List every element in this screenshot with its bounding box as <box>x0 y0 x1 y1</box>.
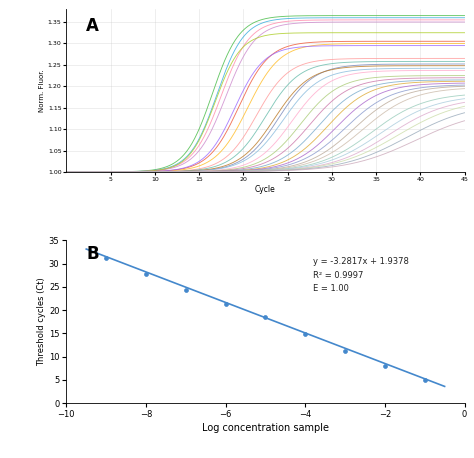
Text: B: B <box>86 245 99 263</box>
Point <box>262 314 269 321</box>
Point <box>421 376 428 383</box>
Y-axis label: Norm. Fluor.: Norm. Fluor. <box>39 69 45 112</box>
Point <box>301 331 309 338</box>
Point <box>381 363 389 370</box>
Point <box>102 254 110 262</box>
Text: A: A <box>86 17 99 35</box>
Point <box>222 300 229 308</box>
X-axis label: Log concentration sample: Log concentration sample <box>202 423 329 433</box>
Y-axis label: Threshold cycles (Ct): Threshold cycles (Ct) <box>37 277 46 366</box>
Point <box>341 348 349 355</box>
Text: y = -3.2817x + 1.9378
R² = 0.9997
E = 1.00: y = -3.2817x + 1.9378 R² = 0.9997 E = 1.… <box>313 257 409 293</box>
X-axis label: Cycle: Cycle <box>255 185 276 194</box>
Point <box>182 286 190 294</box>
Point <box>142 271 150 278</box>
